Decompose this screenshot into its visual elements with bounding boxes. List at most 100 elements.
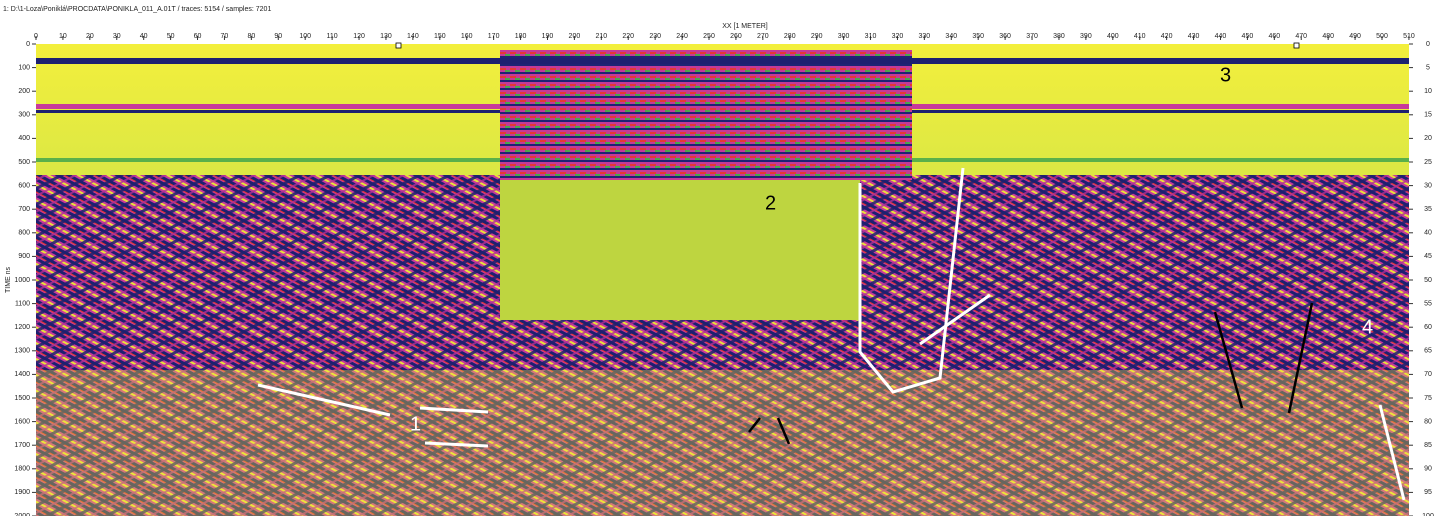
right-tick-label: 35	[1424, 206, 1432, 213]
top-tick-label: 360	[999, 33, 1011, 40]
top-tick-label: 350	[972, 33, 984, 40]
top-tick-label: 470	[1295, 33, 1307, 40]
left-tick-label: 200	[18, 88, 30, 95]
disturbed-zone	[500, 50, 912, 180]
reflector-c	[36, 110, 500, 113]
top-tick-label: 170	[488, 33, 500, 40]
file-title: 1: D:\1-Loza\Poniklá\PROCDATA\PONIKLA_01…	[3, 6, 271, 13]
right-tick-label: 0	[1426, 41, 1430, 48]
disturbed-zone-green	[500, 180, 860, 320]
right-tick-label: 70	[1424, 371, 1432, 378]
right-tick-label: 90	[1424, 466, 1432, 473]
left-tick-label: 1400	[14, 371, 30, 378]
y-axis-label: TIME ns	[5, 266, 12, 293]
left-tick-label: 1000	[14, 277, 30, 284]
top-tick-label: 40	[140, 33, 148, 40]
top-tick-label: 450	[1242, 33, 1254, 40]
top-tick-label: 260	[730, 33, 742, 40]
top-tick-label: 410	[1134, 33, 1146, 40]
top-tick-label: 20	[86, 33, 94, 40]
reflector-b2	[912, 104, 1409, 109]
top-tick-label: 100	[299, 33, 311, 40]
plot	[36, 44, 1409, 516]
top-tick-label: 300	[838, 33, 850, 40]
top-tick-label: 0	[34, 33, 38, 40]
top-tick-label: 30	[113, 33, 121, 40]
reflector-c2	[912, 110, 1409, 113]
top-tick-label: 250	[703, 33, 715, 40]
top-tick-label: 280	[784, 33, 796, 40]
annotation: 4	[1362, 316, 1373, 338]
annotation: 1	[410, 413, 421, 435]
top-tick-label: 380	[1053, 33, 1065, 40]
top-tick-label: 70	[221, 33, 229, 40]
right-tick-label: 45	[1424, 253, 1432, 260]
top-tick-label: 200	[569, 33, 581, 40]
top-tick-label: 230	[649, 33, 661, 40]
right-tick-label: 15	[1424, 112, 1432, 119]
top-tick-label: 500	[1376, 33, 1388, 40]
top-tick-label: 180	[515, 33, 527, 40]
right-tick-label: 20	[1424, 135, 1432, 142]
top-tick-label: 190	[542, 33, 554, 40]
x-axis-label: XX [1 METER]	[722, 23, 768, 30]
top-tick-label: 440	[1215, 33, 1227, 40]
left-tick-label: 1500	[14, 395, 30, 402]
right-tick-label: 40	[1424, 230, 1432, 237]
top-tick-label: 220	[622, 33, 634, 40]
left-tick-label: 500	[18, 159, 30, 166]
left-tick-label: 300	[18, 112, 30, 119]
reflector-d	[36, 158, 500, 162]
right-tick-label: 55	[1424, 300, 1432, 307]
top-tick-label: 290	[811, 33, 823, 40]
annotation: 3	[1220, 64, 1231, 86]
top-tick-label: 370	[1026, 33, 1038, 40]
right-tick-label: 85	[1424, 442, 1432, 449]
left-tick-label: 1200	[14, 324, 30, 331]
top-tick-label: 140	[407, 33, 419, 40]
top-tick-label: 310	[865, 33, 877, 40]
top-tick-label: 110	[327, 33, 338, 40]
left-tick-label: 100	[18, 64, 30, 71]
left-tick-label: 1600	[14, 418, 30, 425]
top-tick-label: 430	[1188, 33, 1200, 40]
top-tick-label: 490	[1349, 33, 1361, 40]
top-tick-label: 90	[274, 33, 282, 40]
top-tick-label: 400	[1107, 33, 1119, 40]
reflector-a	[36, 58, 1409, 64]
right-tick-label: 30	[1424, 182, 1432, 189]
radargram-view: 1: D:\1-Loza\Poniklá\PROCDATA\PONIKLA_01…	[0, 0, 1449, 516]
annotation: 2	[765, 192, 776, 214]
top-tick-label: 340	[945, 33, 957, 40]
top-tick-label: 80	[247, 33, 255, 40]
left-tick-label: 800	[18, 230, 30, 237]
reflector-b	[36, 104, 500, 109]
left-tick-label: 1300	[14, 348, 30, 355]
top-tick-label: 480	[1322, 33, 1334, 40]
left-tick-label: 1100	[15, 300, 30, 307]
left-tick-label: 400	[18, 135, 30, 142]
body: 1: D:\1-Loza\Poniklá\PROCDATA\PONIKLA_01…	[0, 0, 1449, 516]
top-tick-label: 320	[892, 33, 904, 40]
marker	[396, 43, 401, 48]
left-tick-label: 1800	[14, 466, 30, 473]
right-tick-label: 5	[1426, 64, 1430, 71]
lower-fade	[36, 370, 1409, 516]
reflector-d2	[912, 158, 1409, 162]
page: {"header": {"title": "1: D:\\1-Loza\\Pon…	[0, 0, 1449, 516]
right-tick-label: 10	[1424, 88, 1432, 95]
top-tick-label: 130	[380, 33, 392, 40]
left-tick-label: 600	[18, 182, 30, 189]
right-tick-label: 60	[1424, 324, 1432, 331]
top-tick-label: 150	[434, 33, 446, 40]
top-tick-label: 510	[1403, 33, 1415, 40]
top-tick-label: 420	[1161, 33, 1173, 40]
marker	[1294, 43, 1299, 48]
left-tick-label: 700	[18, 206, 30, 213]
left-tick-label: 1700	[14, 442, 30, 449]
top-tick-label: 240	[676, 33, 688, 40]
left-tick-label: 0	[26, 41, 30, 48]
left-tick-label: 900	[18, 253, 30, 260]
right-tick-label: 75	[1424, 395, 1432, 402]
top-tick-label: 390	[1080, 33, 1092, 40]
